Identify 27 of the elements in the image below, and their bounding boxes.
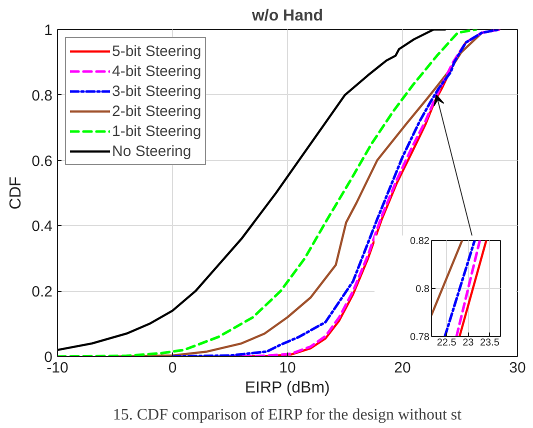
x-tick-label: 23.5 [480,338,500,348]
legend-label: 4-bit Steering [112,62,202,80]
y-tick-label: 0.78 [410,332,430,343]
x-tick-label: 20 [394,360,411,376]
x-tick-label: 22.5 [436,338,457,348]
y-tick-label: 1 [44,22,52,39]
y-tick-label: 0.4 [32,218,53,236]
y-tick-label: 0.8 [416,284,430,295]
legend-label: 3-bit Steering [112,82,202,100]
chart-title: w/o Hand [250,8,324,24]
legend-label: No Steering [112,142,192,160]
line-series [228,30,500,356]
y-tick-label: 0.2 [32,284,53,301]
x-tick-label: 10 [279,360,296,376]
legend-label: 1-bit Steering [112,122,202,140]
y-tick-label: 0.8 [32,87,53,104]
x-axis-title: EIRP (dBm) [244,380,330,396]
x-tick-label: 30 [509,360,526,376]
legend-label: 5-bit Steering [112,42,202,60]
y-tick-label: 0.6 [32,152,53,170]
y-axis-title: CDF [8,176,25,210]
x-tick-label: 23 [462,338,474,348]
text: 15. CDF comparison of EIRP for the design without st [112,406,462,424]
y-tick-label: 0.82 [410,236,430,247]
y-tick-label: 0 [44,349,52,366]
legend-label: 2-bit Steering [112,102,202,120]
x-tick-label: 0 [168,360,177,376]
